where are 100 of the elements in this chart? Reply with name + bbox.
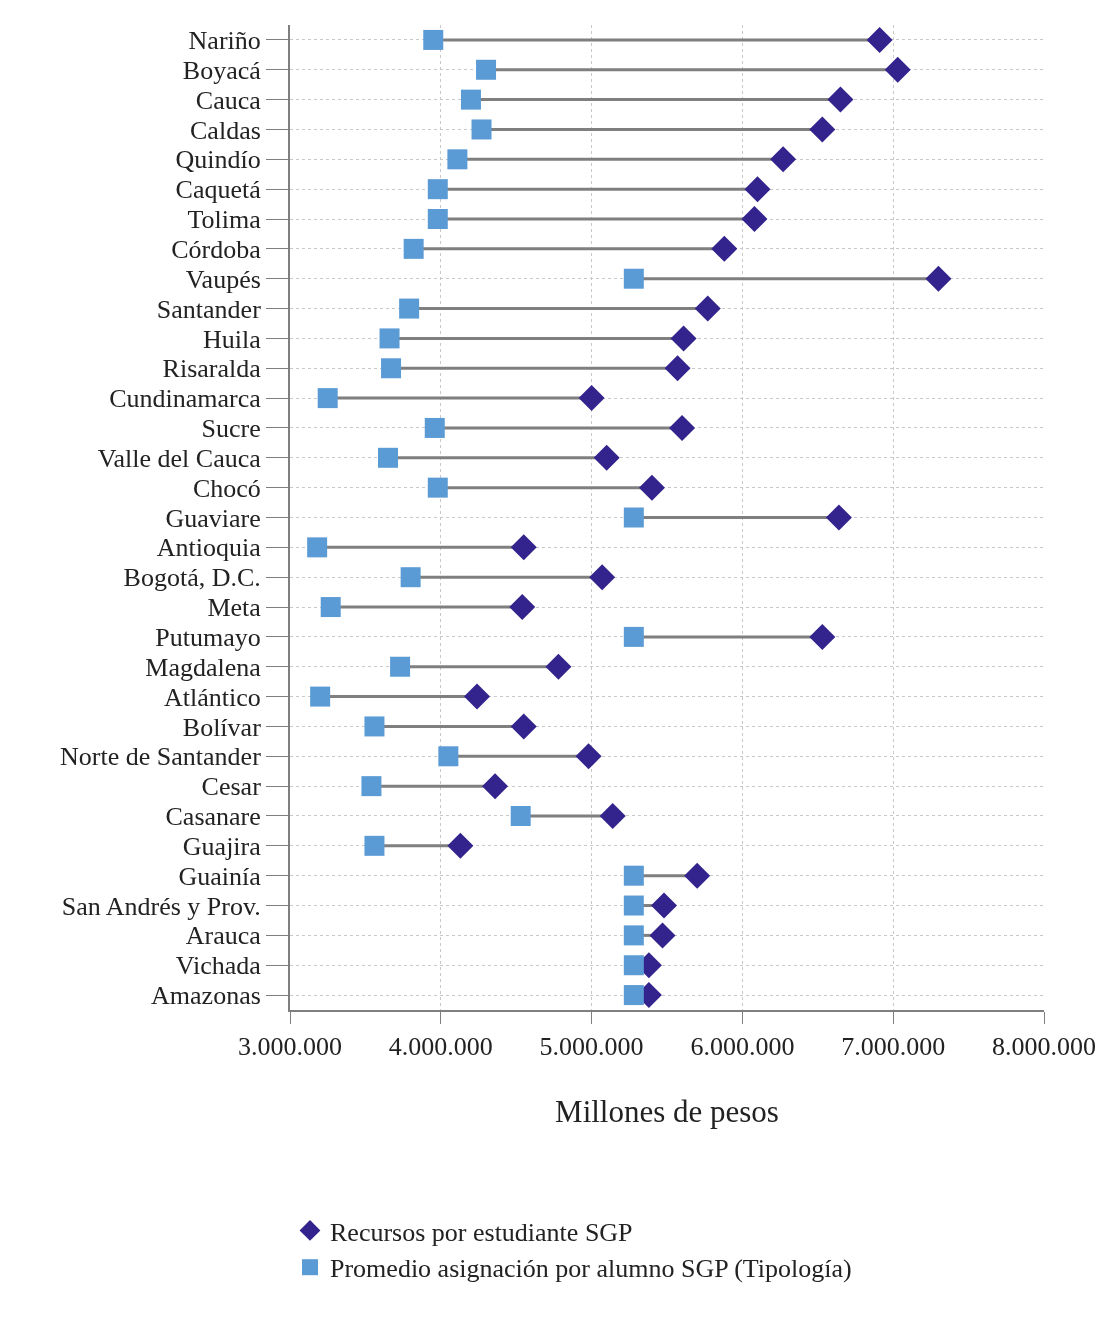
y-tick-label: Tolima <box>187 205 262 235</box>
y-tick-label: Cauca <box>195 85 262 115</box>
y-tick-label: Magdalena <box>145 652 262 682</box>
point <box>390 656 411 677</box>
y-tick-label: Sucre <box>201 414 261 444</box>
point <box>649 922 676 949</box>
y-tick-label: Cundinamarca <box>109 384 262 414</box>
legend-label: Recursos por estudiante SGP <box>330 1217 633 1247</box>
point <box>623 985 644 1006</box>
point <box>510 805 531 826</box>
point <box>809 623 836 650</box>
point <box>578 385 605 412</box>
y-tick-label: Arauca <box>185 921 262 951</box>
point <box>593 444 620 471</box>
point <box>809 116 836 143</box>
point <box>447 149 468 170</box>
point <box>400 567 421 588</box>
x-tick-label: 7.000.000 <box>841 1032 946 1062</box>
legend-label: Promedio asignación por alumno SGP (Tipología) <box>330 1254 852 1284</box>
point <box>310 686 331 707</box>
y-tick-label: Boyacá <box>182 55 262 85</box>
y-tick-label: Casanare <box>165 802 261 832</box>
x-tick-label: 4.000.000 <box>388 1032 493 1062</box>
x-tick-label: 6.000.000 <box>690 1032 795 1062</box>
point <box>664 355 691 382</box>
point <box>460 89 481 110</box>
point <box>866 26 893 53</box>
y-tick-label: Antioquia <box>156 533 262 563</box>
y-tick-label: San Andrés y Prov. <box>61 891 261 921</box>
point <box>399 298 420 319</box>
point <box>364 835 385 856</box>
point <box>623 626 644 647</box>
x-tick-label: 3.000.000 <box>238 1032 342 1062</box>
point <box>669 414 696 441</box>
point <box>650 892 677 919</box>
y-tick-label: Córdoba <box>171 234 262 264</box>
point <box>925 265 952 292</box>
y-tick-label: Valle del Cauca <box>97 443 262 473</box>
point <box>623 865 644 886</box>
point <box>427 477 448 498</box>
y-tick-label: Guainía <box>178 861 262 891</box>
y-tick-label: Guajira <box>182 831 262 861</box>
y-tick-label: Guaviare <box>165 503 261 533</box>
point <box>320 597 341 618</box>
point <box>623 925 644 946</box>
y-tick-label: Caquetá <box>175 175 262 205</box>
point <box>361 776 382 797</box>
y-tick-label: Amazonas <box>151 981 261 1011</box>
y-tick-label: Putumayo <box>155 622 261 652</box>
y-tick-label: Cesar <box>201 772 262 802</box>
y-tick-label: Chocó <box>192 473 261 503</box>
point <box>403 238 424 259</box>
point <box>379 328 400 349</box>
point <box>424 417 445 438</box>
point <box>438 746 459 767</box>
y-tick-label: Bolívar <box>182 712 262 742</box>
y-tick-label: Caldas <box>190 115 261 145</box>
point <box>317 388 338 409</box>
point <box>638 474 665 501</box>
y-tick-label: Atlántico <box>164 682 261 712</box>
point <box>423 29 444 50</box>
point <box>599 802 626 829</box>
point <box>684 862 711 889</box>
point <box>770 146 797 173</box>
y-tick-label: Quindío <box>175 145 261 175</box>
point <box>447 832 474 859</box>
x-tick-label: 5.000.000 <box>539 1032 644 1062</box>
point <box>575 743 602 770</box>
point <box>378 447 399 468</box>
point <box>623 268 644 289</box>
point <box>510 534 537 561</box>
point <box>427 179 448 200</box>
point <box>471 119 492 140</box>
point <box>741 206 768 233</box>
y-tick-label: Risaralda <box>162 354 262 384</box>
point <box>510 713 537 740</box>
point <box>476 59 497 80</box>
point <box>694 295 721 322</box>
point <box>623 955 644 976</box>
y-tick-label: Vichada <box>175 951 262 981</box>
point <box>364 716 385 737</box>
point <box>307 537 328 558</box>
point <box>623 895 644 916</box>
x-tick-label: 8.000.000 <box>992 1032 1096 1062</box>
point <box>589 564 616 591</box>
point <box>427 209 448 230</box>
point <box>825 504 852 531</box>
point <box>744 176 771 203</box>
point <box>509 594 536 621</box>
point <box>482 773 509 800</box>
point <box>545 653 572 680</box>
y-tick-label: Bogotá, D.C. <box>123 563 261 593</box>
y-tick-label: Nariño <box>188 26 261 56</box>
point <box>884 56 911 83</box>
point <box>711 235 738 262</box>
y-tick-label: Norte de Santander <box>60 742 262 772</box>
y-tick-label: Meta <box>207 593 262 623</box>
y-tick-label: Vaupés <box>185 264 261 294</box>
point <box>463 683 490 710</box>
y-tick-label: Huila <box>203 324 262 354</box>
